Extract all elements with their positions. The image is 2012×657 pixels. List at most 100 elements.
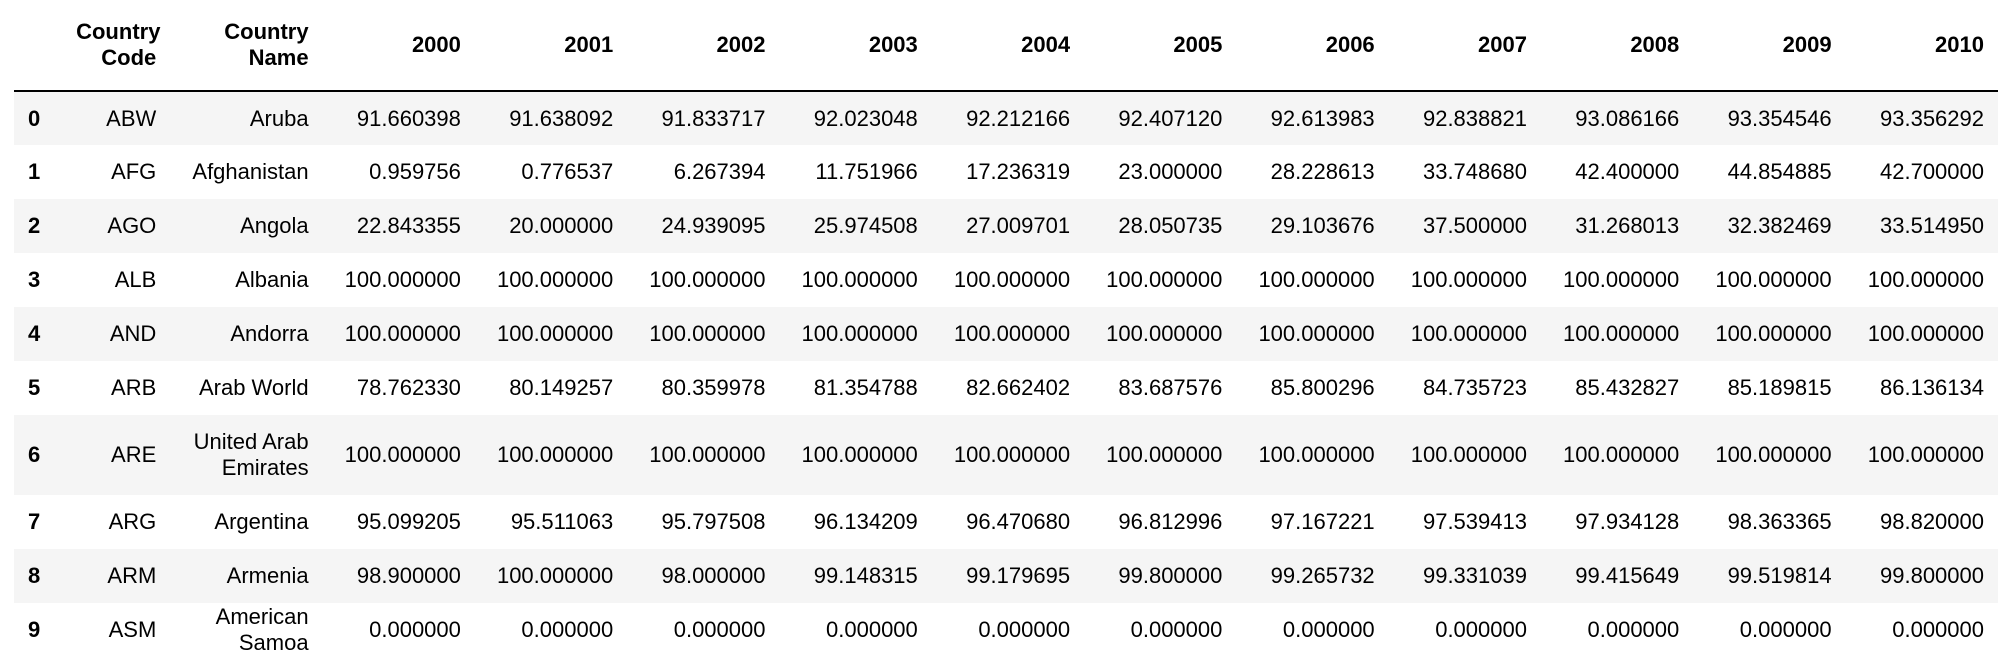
country-code-cell: ARM xyxy=(107,563,157,588)
value-cell: 22.843355 xyxy=(356,213,461,238)
value-cell: 20.000000 xyxy=(509,213,614,238)
column-header: 2008 xyxy=(1540,0,1694,92)
value-cell: 92.838821 xyxy=(1422,105,1527,131)
table-row: 0 ABW Aruba 91.660398 91.638092 91.833717 92.0… xyxy=(14,91,1998,145)
table-row: 5 ARB Arab World 78.762330 80.149257 80.35997… xyxy=(14,361,1998,415)
country-name-cell: Armenia xyxy=(170,549,322,603)
column-header: 2010 xyxy=(1845,0,1998,92)
column-header: 2002 xyxy=(627,0,780,92)
value-cell: 0.000000 xyxy=(1892,617,1984,642)
row-index: 7 xyxy=(28,509,41,534)
value-cell: 86.136134 xyxy=(1880,375,1984,400)
column-header: 2005 xyxy=(1084,0,1237,92)
value-cell: 100.000000 xyxy=(1106,442,1223,467)
index-header xyxy=(14,0,71,92)
value-cell: 100.000000 xyxy=(1258,321,1375,346)
row-index: 6 xyxy=(28,442,41,467)
value-cell: 0.000000 xyxy=(673,617,766,642)
value-cell: 78.762330 xyxy=(356,375,461,400)
value-cell: 42.400000 xyxy=(1575,159,1680,184)
value-cell: 100.000000 xyxy=(1106,321,1223,346)
value-cell: 98.820000 xyxy=(1880,509,1984,534)
value-cell: 0.000000 xyxy=(1130,617,1223,642)
row-index: 8 xyxy=(28,563,41,588)
value-cell: 91.638092 xyxy=(509,105,614,131)
value-cell: 80.149257 xyxy=(509,375,614,400)
value-cell: 97.539413 xyxy=(1422,509,1527,534)
table-row: 6 ARE United Arab Emirates 100.000000 100.00… xyxy=(14,415,1998,495)
header-row: Country Code Country Name 2000 2001 2002 2003… xyxy=(14,0,1998,92)
value-cell: 100.000000 xyxy=(496,442,614,467)
value-cell: 100.000000 xyxy=(1715,442,1832,467)
value-cell: 85.800296 xyxy=(1270,375,1375,400)
country-code-cell: AND xyxy=(109,321,157,346)
value-cell: 0.000000 xyxy=(826,617,918,642)
country-code-cell: ARE xyxy=(111,442,157,467)
value-cell: 100.000000 xyxy=(1106,267,1223,292)
value-cell: 80.359978 xyxy=(661,375,766,400)
value-cell: 92.613983 xyxy=(1270,105,1375,131)
country-name-text: American Samoa xyxy=(215,604,309,655)
value-cell: 33.748680 xyxy=(1422,159,1527,184)
value-cell: 96.470680 xyxy=(966,509,1071,534)
value-cell: 17.236319 xyxy=(966,159,1071,184)
value-cell: 96.812996 xyxy=(1118,509,1223,534)
country-name-text: Afghanistan xyxy=(192,159,309,184)
country-name-text: Aruba xyxy=(249,105,309,131)
table-body: 0 ABW Aruba 91.660398 91.638092 91.833717 92.0… xyxy=(14,91,1998,657)
value-cell: 97.934128 xyxy=(1575,509,1680,534)
value-cell: 82.662402 xyxy=(966,375,1071,400)
value-cell: 0.776537 xyxy=(521,159,614,184)
value-cell: 100.000000 xyxy=(344,442,461,467)
value-cell: 23.000000 xyxy=(1118,159,1223,184)
value-cell: 44.854885 xyxy=(1727,159,1832,184)
row-index: 9 xyxy=(28,617,41,642)
country-name-cell: Aruba xyxy=(170,91,322,145)
country-name-cell: United Arab Emirates xyxy=(170,415,322,495)
value-cell: 24.939095 xyxy=(661,213,766,238)
country-code-cell: AFG xyxy=(111,159,157,184)
country-name-text: Armenia xyxy=(226,563,309,588)
country-name-cell: American Samoa xyxy=(170,603,322,657)
table-row: 8 ARM Armenia 98.900000 100.000000 98.000000 9… xyxy=(14,549,1998,603)
value-cell: 100.000000 xyxy=(649,267,766,292)
value-cell: 37.500000 xyxy=(1422,213,1527,238)
value-cell: 95.099205 xyxy=(356,509,461,534)
value-cell: 33.514950 xyxy=(1880,213,1984,238)
value-cell: 92.023048 xyxy=(813,105,918,131)
value-cell: 100.000000 xyxy=(1563,321,1680,346)
value-cell: 100.000000 xyxy=(496,267,614,292)
column-header: 2000 xyxy=(322,0,475,92)
country-name-cell: Andorra xyxy=(170,307,322,361)
value-cell: 100.000000 xyxy=(649,442,766,467)
value-cell: 31.268013 xyxy=(1575,213,1680,238)
value-cell: 0.000000 xyxy=(978,617,1071,642)
value-cell: 100.000000 xyxy=(1258,267,1375,292)
value-cell: 91.660398 xyxy=(356,105,461,131)
row-index: 2 xyxy=(28,213,41,238)
value-cell: 25.974508 xyxy=(813,213,918,238)
country-code-cell: ABW xyxy=(106,105,157,131)
value-cell: 0.000000 xyxy=(1739,617,1832,642)
value-cell: 0.000000 xyxy=(1435,617,1527,642)
value-cell: 100.000000 xyxy=(496,563,614,588)
value-cell: 0.000000 xyxy=(1282,617,1375,642)
value-cell: 99.265732 xyxy=(1270,563,1375,588)
country-name-cell: Arab World xyxy=(170,361,322,415)
value-cell: 100.000000 xyxy=(801,442,918,467)
value-cell: 100.000000 xyxy=(953,267,1071,292)
row-index: 4 xyxy=(28,321,41,346)
value-cell: 28.228613 xyxy=(1270,159,1375,184)
value-cell: 95.511063 xyxy=(510,509,614,534)
value-cell: 100.000000 xyxy=(1563,442,1680,467)
country-name-cell: Albania xyxy=(170,253,322,307)
value-cell: 0.000000 xyxy=(369,617,461,642)
value-cell: 93.354546 xyxy=(1727,105,1832,131)
value-cell: 84.735723 xyxy=(1422,375,1527,400)
value-cell: 6.267394 xyxy=(673,159,766,184)
value-cell: 96.134209 xyxy=(813,509,918,534)
country-code-cell: ARG xyxy=(108,509,157,534)
value-cell: 100.000000 xyxy=(1258,442,1375,467)
value-cell: 100.000000 xyxy=(1867,267,1984,292)
value-cell: 98.363365 xyxy=(1727,509,1832,534)
